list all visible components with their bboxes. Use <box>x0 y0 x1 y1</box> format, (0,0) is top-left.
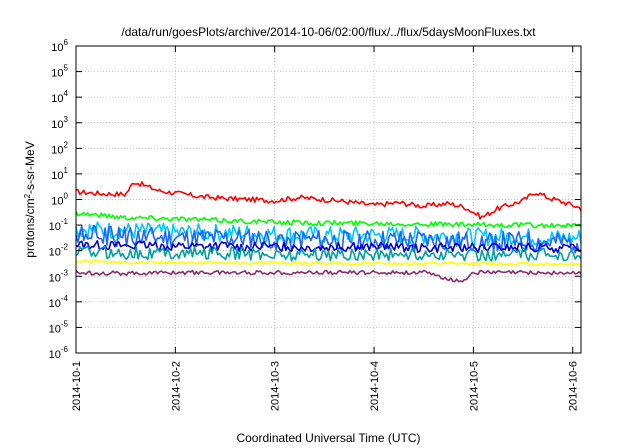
y-tick-label: 104 <box>51 89 68 105</box>
grid-layer <box>76 46 581 353</box>
y-tick-label: 10-4 <box>49 294 69 310</box>
series-line-5 <box>75 245 582 262</box>
y-tick-label: 10-2 <box>49 243 69 259</box>
y-tick-label: 10-1 <box>49 217 69 233</box>
x-axis: 2014-10-1 2014-10-2 2014-10-3 2014-10-4 2014… <box>71 46 580 411</box>
y-tick-label: 100 <box>51 192 68 208</box>
x-tick-label: 2014-10-2 <box>170 361 182 411</box>
y-axis-title-prefix: protons/cm <box>23 198 37 257</box>
chart-title: /data/run/goesPlots/archive/2014-10-06/0… <box>121 25 536 39</box>
y-tick-label: 10-5 <box>49 319 69 335</box>
series-line-1 <box>75 211 582 229</box>
x-tick-label: 2014-10-5 <box>468 361 480 411</box>
series-line-3 <box>75 224 582 254</box>
x-tick-label: 2014-10-6 <box>568 361 580 411</box>
y-tick-label: 102 <box>51 140 68 156</box>
y-tick-label: 103 <box>51 115 68 131</box>
x-tick-label: 2014-10-3 <box>270 361 282 411</box>
y-axis: 10-6 10-5 10-4 10-3 10-2 10-1 100 101 102 103 104 1… <box>49 38 581 361</box>
series-line-2 <box>75 221 582 247</box>
x-axis-title: Coordinated Universal Time (UTC) <box>236 431 420 445</box>
series-line-6 <box>75 258 582 267</box>
y-tick-label: 106 <box>51 38 68 54</box>
y-tick-label: 105 <box>51 64 68 80</box>
y-axis-title-suffix: -s-sr-MeV <box>23 141 37 194</box>
y-tick-label: 10-6 <box>49 345 69 361</box>
series-line-0 <box>76 181 582 220</box>
y-tick-label: 101 <box>51 166 68 182</box>
y-axis-title-sup: 2 <box>23 193 32 198</box>
series-line-7 <box>75 269 582 283</box>
y-tick-label: 10-3 <box>49 268 69 284</box>
series-layer <box>75 181 582 283</box>
x-tick-label: 2014-10-4 <box>369 361 381 411</box>
x-tick-label: 2014-10-1 <box>71 361 83 411</box>
y-axis-title: protons/cm2-s-sr-MeV <box>23 141 38 257</box>
